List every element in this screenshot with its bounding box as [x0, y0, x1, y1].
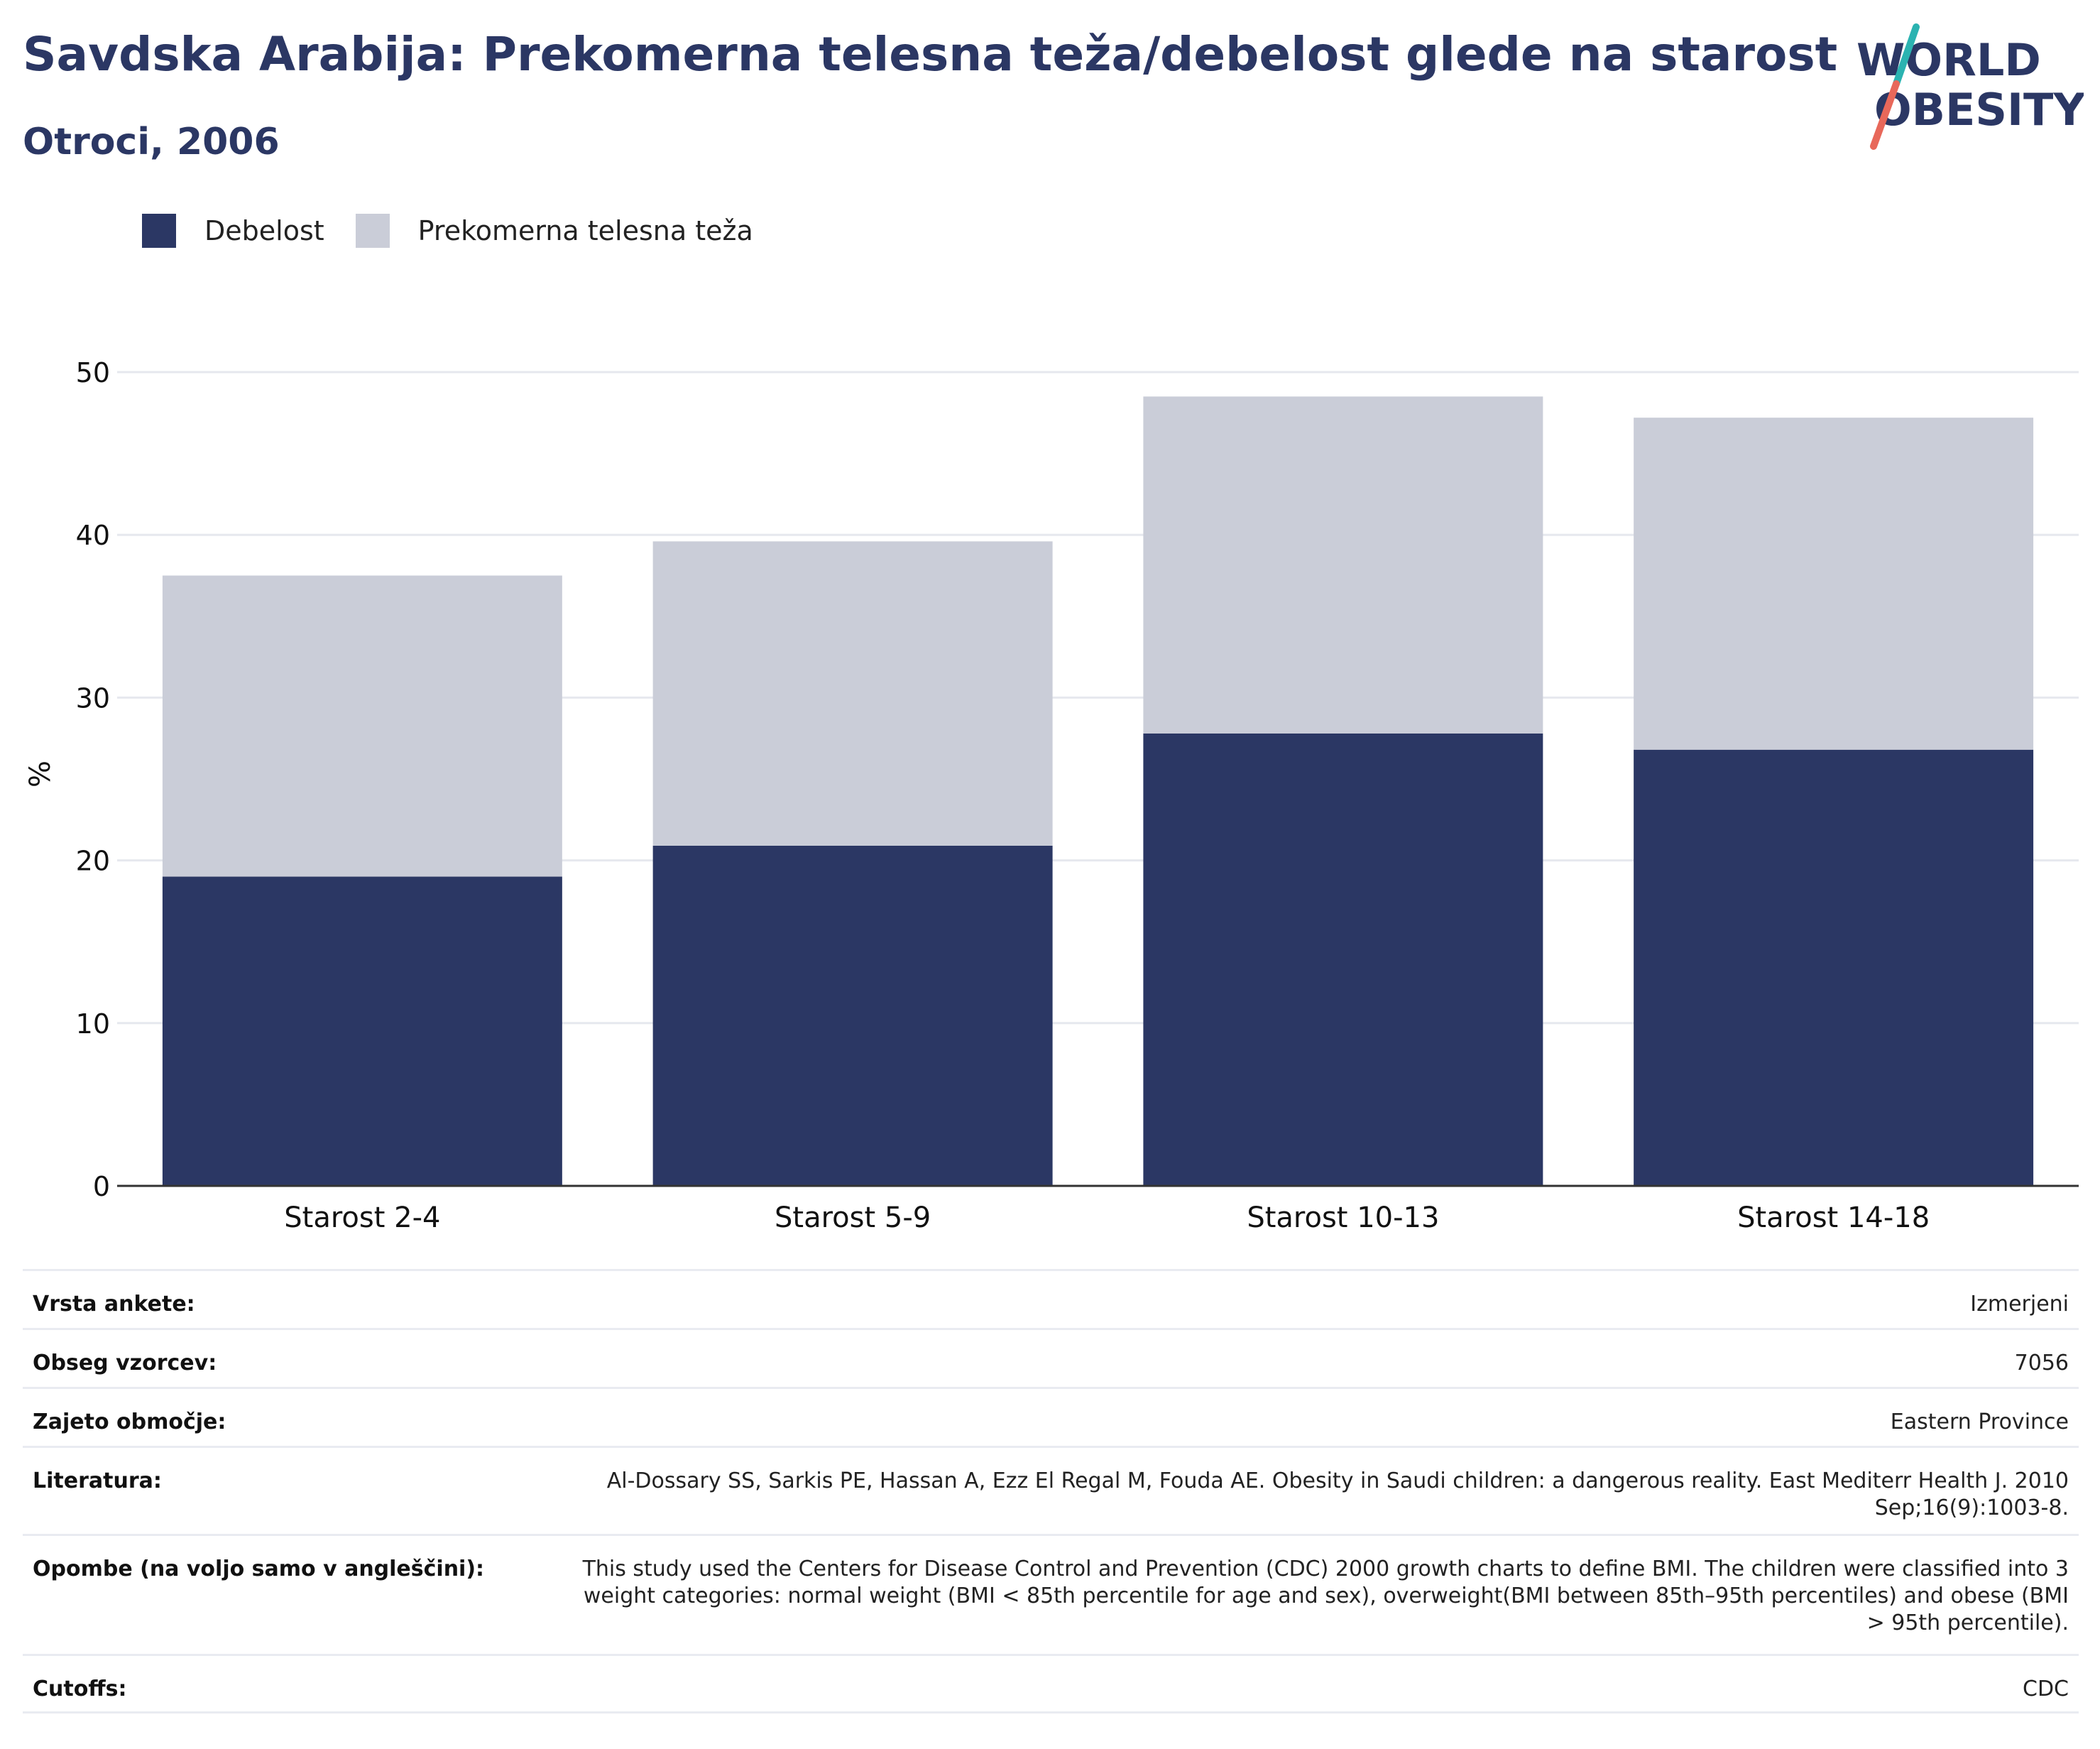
bar-obesity [652, 845, 1053, 1186]
info-value: Izmerjeni [1970, 1292, 2069, 1317]
bar-obesity [1143, 733, 1543, 1186]
info-row-survey-type: Vrsta ankete: Izmerjeni [23, 1269, 2079, 1328]
axes: 0 10 20 30 40 50 Starost 2-4 Starost 5-9 Starost… [76, 357, 2079, 1228]
bar-overweight [1634, 418, 2034, 750]
legend-label-overweight: Prekomerna telesna teža [417, 215, 753, 246]
bars [162, 396, 2034, 1186]
logo-slash-teal [1893, 23, 1920, 87]
chart-subtitle: Otroci, 2006 [23, 121, 280, 163]
info-value: Eastern Province [1890, 1410, 2069, 1434]
legend-swatch-obesity [142, 214, 176, 248]
world-obesity-logo: WORLD OBESITY [1856, 23, 2084, 150]
y-tick-label: 40 [76, 520, 110, 551]
x-tick-label: Starost 10-13 [1247, 1202, 1439, 1228]
info-label: Vrsta ankete: [33, 1292, 195, 1317]
y-tick-label: 0 [93, 1171, 110, 1202]
info-row-sample-size: Obseg vzorcev: 7056 [23, 1328, 2079, 1387]
logo-text-obesity: OBESITY [1874, 84, 2084, 136]
y-tick-label: 20 [76, 846, 110, 877]
info-label: Obseg vzorcev: [33, 1351, 217, 1375]
bar-obesity [1634, 749, 2034, 1186]
y-axis-label: % [24, 761, 57, 788]
info-row-notes: Opombe (na voljo samo v angleščini): Thi… [23, 1534, 2079, 1654]
info-value: Al-Dossary SS, Sarkis PE, Hassan A, Ezz … [606, 1469, 2069, 1520]
legend-label-obesity: Debelost [204, 215, 324, 246]
logo-text-world: WORLD [1856, 34, 2041, 86]
info-value: CDC [2023, 1677, 2069, 1701]
info-label: Literatura: [33, 1469, 162, 1493]
chart-legend: Debelost Prekomerna telesna teža [142, 213, 784, 249]
info-row-area-covered: Zajeto območje: Eastern Province [23, 1387, 2079, 1446]
info-row-references: Literatura: Al-Dossary SS, Sarkis PE, Ha… [23, 1446, 2079, 1534]
x-tick-label: Starost 14-18 [1737, 1202, 1930, 1228]
info-label: Zajeto območje: [33, 1410, 226, 1434]
y-tick-label: 30 [76, 682, 110, 714]
info-label: Opombe (na voljo samo v angleščini): [33, 1557, 485, 1581]
legend-item-obesity: Debelost [142, 214, 324, 248]
chart-title: Savdska Arabija: Prekomerna telesna teža… [23, 27, 1838, 82]
legend-item-overweight: Prekomerna telesna teža [355, 214, 753, 248]
bar-overweight [1143, 396, 1543, 734]
x-tick-label: Starost 5-9 [775, 1202, 931, 1228]
info-value: This study used the Centers for Disease … [582, 1557, 2069, 1635]
bar-obesity [162, 876, 562, 1186]
y-tick-label: 10 [76, 1008, 110, 1040]
logo-slash-coral [1870, 80, 1900, 150]
stacked-bar-chart: 0 10 20 30 40 50 Starost 2-4 Starost 5-9 Starost… [24, 357, 2079, 1228]
bar-overweight [162, 575, 562, 877]
info-value: 7056 [2014, 1351, 2069, 1375]
info-row-cutoffs: Cutoffs: CDC [23, 1654, 2079, 1713]
bar-overweight [652, 541, 1053, 846]
legend-swatch-overweight [355, 214, 390, 248]
info-label: Cutoffs: [33, 1677, 127, 1701]
x-tick-label: Starost 2-4 [284, 1202, 440, 1228]
survey-info-table: Vrsta ankete: Izmerjeni Obseg vzorcev: 7… [23, 1269, 2079, 1713]
y-tick-label: 50 [76, 357, 110, 388]
